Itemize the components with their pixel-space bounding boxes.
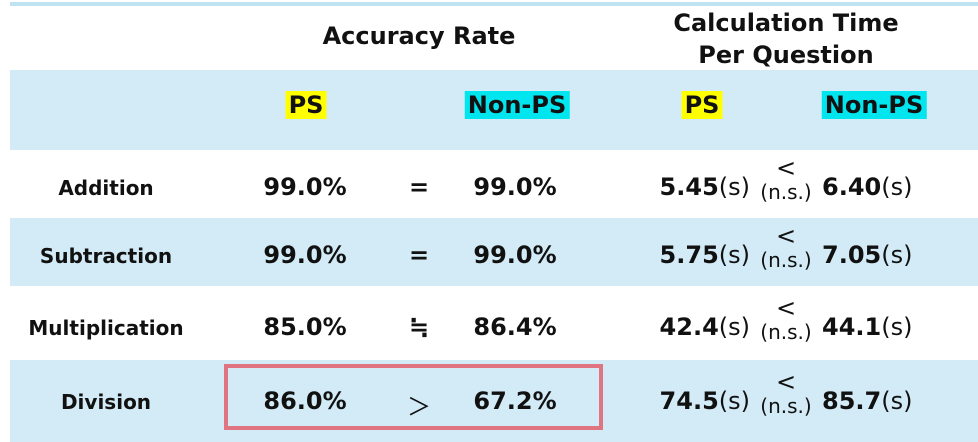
- less-than-multiplication: <: [775, 294, 797, 322]
- comparison-multiplication: ≒: [408, 313, 430, 341]
- nonps-time-tag: Non-PS: [821, 91, 927, 119]
- row-label-subtraction: Subtraction: [39, 244, 173, 268]
- comparison-division: ＞: [407, 393, 431, 421]
- nonps-accuracy-tag: Non-PS: [464, 91, 570, 119]
- ps-time-multiplication: 42.4(s): [659, 313, 750, 341]
- comparison-subtraction: =: [408, 241, 430, 269]
- row-label-division: Division: [60, 390, 152, 414]
- ps-time-tag: PS: [681, 91, 723, 119]
- row-label-addition: Addition: [58, 176, 154, 200]
- top-border: [10, 2, 978, 6]
- ps-accuracy-division: 86.0%: [263, 387, 347, 415]
- subtraction-band: [10, 218, 978, 286]
- nonps-time-subtraction: 7.05(s): [822, 241, 913, 269]
- ps-accuracy-multiplication: 85.0%: [263, 313, 347, 341]
- ps-time-addition: 5.45(s): [659, 173, 750, 201]
- ps-time-division: 74.5(s): [659, 387, 750, 415]
- division-accuracy-highlight-box: [224, 364, 603, 430]
- ns-division: (n.s.): [760, 394, 812, 418]
- nonps-accuracy-addition: 99.0%: [473, 173, 557, 201]
- nonps-accuracy-multiplication: 86.4%: [473, 313, 557, 341]
- ps-accuracy-subtraction: 99.0%: [263, 241, 347, 269]
- ps-time-subtraction: 5.75(s): [659, 241, 750, 269]
- ns-subtraction: (n.s.): [760, 248, 812, 272]
- less-than-subtraction: <: [775, 222, 797, 250]
- less-than-addition: <: [775, 154, 797, 182]
- comparison-addition: =: [408, 173, 430, 201]
- ps-accuracy-tag: PS: [285, 91, 327, 119]
- nonps-accuracy-subtraction: 99.0%: [473, 241, 557, 269]
- nonps-time-multiplication: 44.1(s): [822, 313, 913, 341]
- accuracy-rate-header: Accuracy Rate: [322, 22, 516, 50]
- nonps-time-division: 85.7(s): [822, 387, 913, 415]
- ns-multiplication: (n.s.): [760, 320, 812, 344]
- less-than-division: <: [775, 368, 797, 396]
- calculation-time-header: Calculation Time Per Question: [673, 9, 899, 69]
- ns-addition: (n.s.): [760, 180, 812, 204]
- nonps-accuracy-division: 67.2%: [473, 387, 557, 415]
- row-label-multiplication: Multiplication: [28, 316, 184, 340]
- nonps-time-addition: 6.40(s): [822, 173, 913, 201]
- ps-accuracy-addition: 99.0%: [263, 173, 347, 201]
